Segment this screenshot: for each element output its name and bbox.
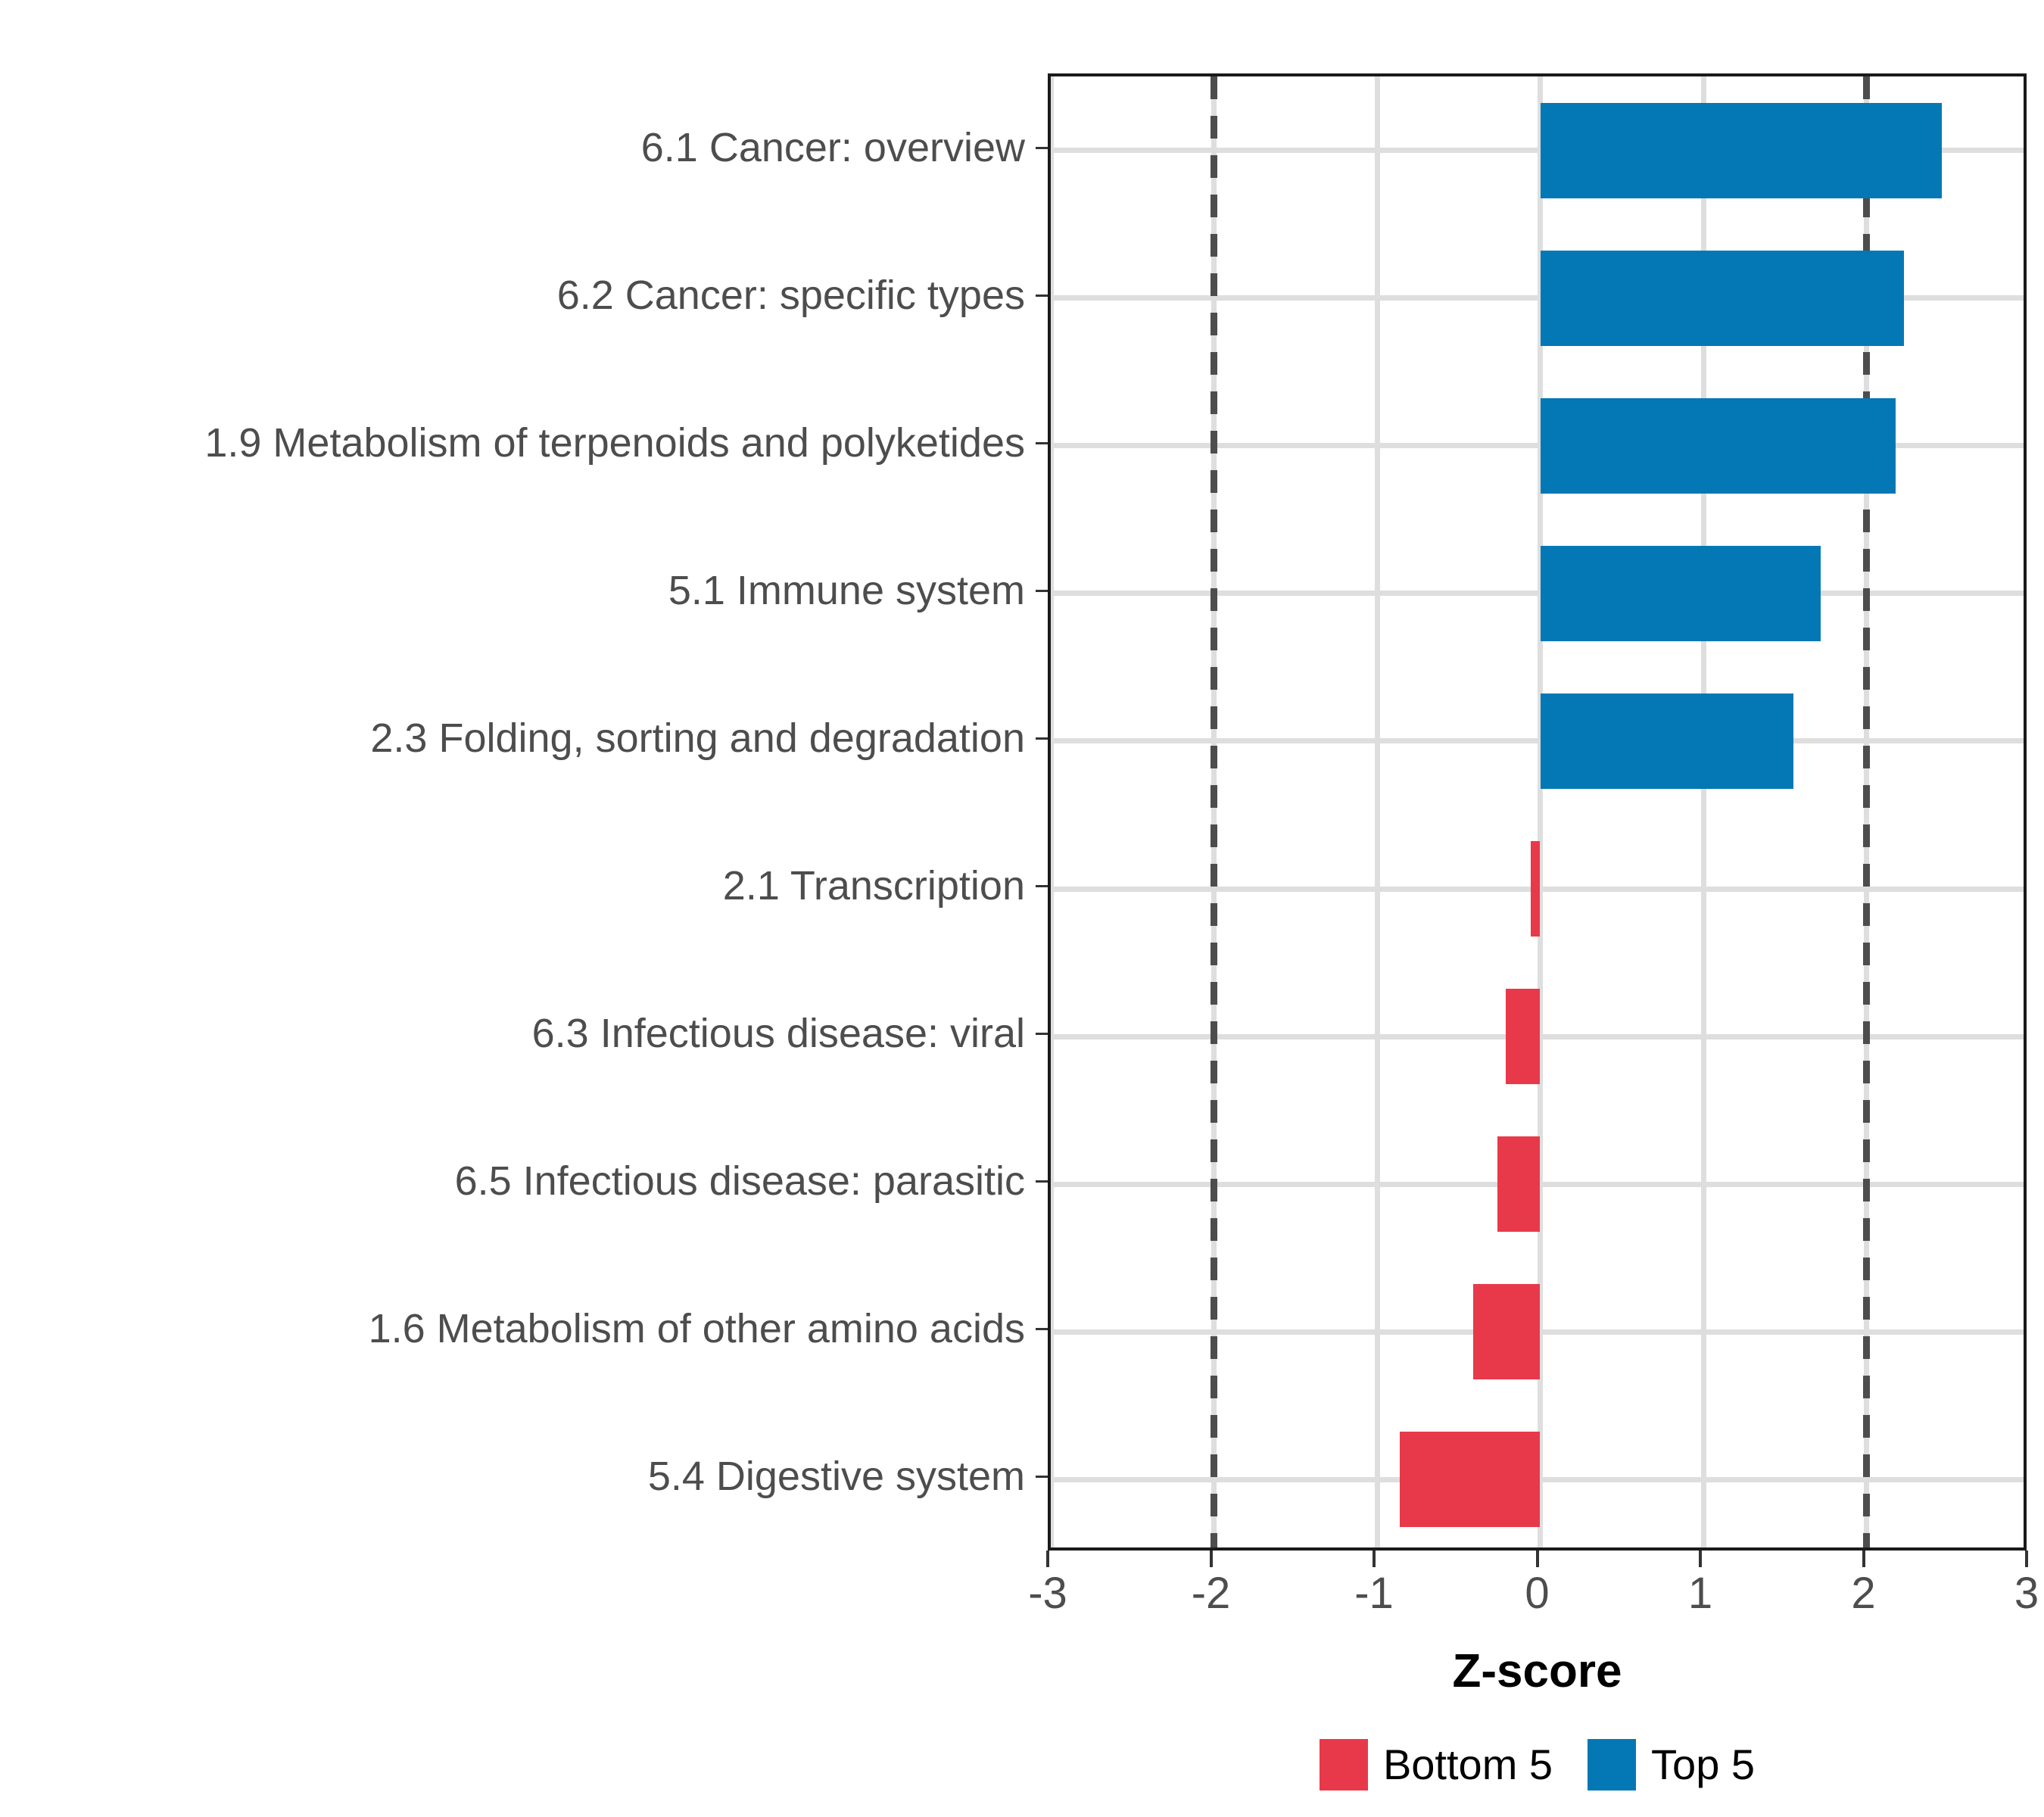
x-axis: -3 -2 -1 0 1 2 3 bbox=[1028, 1551, 2039, 1664]
bar bbox=[1530, 841, 1541, 937]
y-axis-tick-mark bbox=[1036, 1476, 1048, 1479]
chart-legend: Bottom 5 Top 5 bbox=[1048, 1731, 2027, 1799]
bar bbox=[1506, 989, 1541, 1085]
y-axis-tick-label: 6.2 Cancer: specific types bbox=[556, 272, 1025, 318]
y-gridline bbox=[1051, 295, 2024, 301]
y-gridline bbox=[1051, 148, 2024, 154]
x-axis-tick-mark bbox=[1046, 1551, 1049, 1567]
y-axis-tick-mark bbox=[1036, 737, 1048, 740]
y-axis-tick-label: 6.3 Infectious disease: viral bbox=[531, 1011, 1025, 1057]
y-axis-tick-mark bbox=[1036, 589, 1048, 592]
legend-item: Top 5 bbox=[1588, 1739, 1755, 1791]
legend-color-swatch bbox=[1319, 1739, 1368, 1791]
x-axis-tick-mark bbox=[2025, 1551, 2028, 1567]
y-axis-category-labels: 6.1 Cancer: overview 6.2 Cancer: specific… bbox=[0, 73, 1048, 1551]
x-axis-tick-label: -1 bbox=[1354, 1569, 1394, 1618]
x-gridline bbox=[1051, 76, 1054, 1547]
y-gridline bbox=[1051, 738, 2024, 744]
x-axis-tick-label: 3 bbox=[2014, 1569, 2039, 1618]
bar bbox=[1540, 545, 1821, 641]
y-axis-tick-label: 2.1 Transcription bbox=[722, 863, 1025, 909]
bar bbox=[1540, 250, 1905, 346]
x-gridline bbox=[1374, 76, 1380, 1547]
x-gridline bbox=[1538, 76, 1543, 1547]
legend-item: Bottom 5 bbox=[1319, 1739, 1553, 1791]
x-axis-tick-label: -3 bbox=[1028, 1569, 1067, 1618]
x-gridline bbox=[1700, 76, 1706, 1547]
x-axis-tick-mark bbox=[1535, 1551, 1539, 1567]
y-axis-tick-mark bbox=[1036, 885, 1048, 888]
bar bbox=[1400, 1432, 1541, 1528]
plot-panel bbox=[1048, 73, 2027, 1551]
legend-label: Top 5 bbox=[1651, 1741, 1756, 1788]
y-gridline bbox=[1051, 591, 2024, 597]
y-axis-tick-label: 1.6 Metabolism of other amino acids bbox=[368, 1306, 1025, 1352]
x-axis-tick-label: 1 bbox=[1687, 1569, 1713, 1618]
x-axis-tick-mark bbox=[1699, 1551, 1702, 1567]
bar bbox=[1497, 1136, 1541, 1233]
y-axis-tick-label: 5.1 Immune system bbox=[668, 567, 1025, 613]
y-axis-tick-label: 6.5 Infectious disease: parasitic bbox=[454, 1158, 1025, 1205]
x-axis-tick-mark bbox=[1373, 1551, 1376, 1567]
y-axis-tick-label: 6.1 Cancer: overview bbox=[640, 124, 1025, 170]
x-axis-tick-label: -2 bbox=[1191, 1569, 1231, 1618]
y-axis-tick-mark bbox=[1036, 294, 1048, 297]
legend-color-swatch bbox=[1588, 1739, 1637, 1791]
x-axis-tick-label: 2 bbox=[1851, 1569, 1876, 1618]
x-axis-tick-mark bbox=[1209, 1551, 1213, 1567]
y-axis-tick-mark bbox=[1036, 1180, 1048, 1183]
y-axis-tick-mark bbox=[1036, 441, 1048, 444]
y-axis-tick-mark bbox=[1036, 1328, 1048, 1331]
legend-label: Bottom 5 bbox=[1382, 1741, 1553, 1788]
y-axis-tick-mark bbox=[1036, 146, 1048, 149]
x-axis-title: Z-score bbox=[1452, 1645, 1622, 1697]
reference-line bbox=[1863, 76, 1870, 1547]
y-axis-tick-label: 5.4 Digestive system bbox=[647, 1454, 1025, 1500]
x-axis-tick-label: 0 bbox=[1525, 1569, 1550, 1618]
y-axis-tick-label: 1.9 Metabolism of terpenoids and polyket… bbox=[204, 419, 1025, 466]
y-gridline bbox=[1051, 443, 2024, 449]
bar bbox=[1540, 693, 1793, 789]
reference-line bbox=[1211, 76, 1217, 1547]
bar bbox=[1473, 1284, 1541, 1380]
y-axis-tick-mark bbox=[1036, 1033, 1048, 1036]
x-axis-tick-mark bbox=[1862, 1551, 1865, 1567]
y-axis-tick-label: 2.3 Folding, sorting and degradation bbox=[370, 715, 1025, 761]
bar bbox=[1540, 397, 1896, 494]
bar bbox=[1540, 102, 1942, 198]
